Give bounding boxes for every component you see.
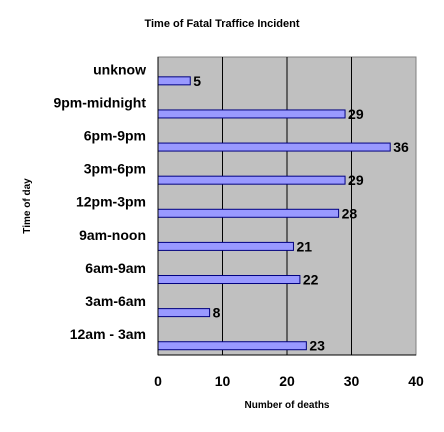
x-tick-label: 30 <box>344 373 360 389</box>
category-labels: 12am - 3am 3am-6am 6am-9am 9am-noon 12pm-3pm… <box>53 61 146 342</box>
bar <box>157 142 391 152</box>
gridlines <box>222 57 352 355</box>
bar <box>157 208 340 218</box>
data-label: 36 <box>393 139 409 155</box>
bar <box>157 175 346 185</box>
chart-title: Time of Fatal Traffice Incident <box>144 18 299 30</box>
data-label: 21 <box>296 238 312 254</box>
category-label: unknow <box>93 61 146 77</box>
bar <box>157 241 294 251</box>
x-axis-label: Number of deaths <box>244 400 329 411</box>
data-label: 22 <box>303 272 319 288</box>
bar <box>157 109 346 119</box>
data-labels: 23 8 22 21 28 29 36 29 5 <box>193 73 409 354</box>
data-label: 28 <box>342 205 358 221</box>
x-tick-label: 40 <box>408 373 424 389</box>
category-label: 3am-6am <box>85 293 146 309</box>
data-label: 29 <box>348 172 364 188</box>
bar <box>157 275 301 285</box>
category-label: 6am-9am <box>85 260 146 276</box>
bar <box>157 341 307 351</box>
data-label: 29 <box>348 106 364 122</box>
x-tick-label: 20 <box>279 373 295 389</box>
x-tick-label: 0 <box>154 373 162 389</box>
category-label: 9am-noon <box>79 227 146 243</box>
data-label: 5 <box>193 73 201 89</box>
data-label: 8 <box>213 305 221 321</box>
category-label: 12pm-3pm <box>76 194 146 210</box>
data-label: 23 <box>309 338 325 354</box>
category-label: 12am - 3am <box>70 326 146 342</box>
category-label: 9pm-midnight <box>53 94 146 110</box>
bar <box>157 76 191 86</box>
x-tick-label: 10 <box>215 373 231 389</box>
category-label: 3pm-6pm <box>84 161 146 177</box>
y-axis-label: Time of day <box>22 178 33 234</box>
category-label: 6pm-9pm <box>84 127 146 143</box>
x-tick-labels: 0 10 20 30 40 <box>154 373 424 389</box>
bar <box>157 308 211 318</box>
